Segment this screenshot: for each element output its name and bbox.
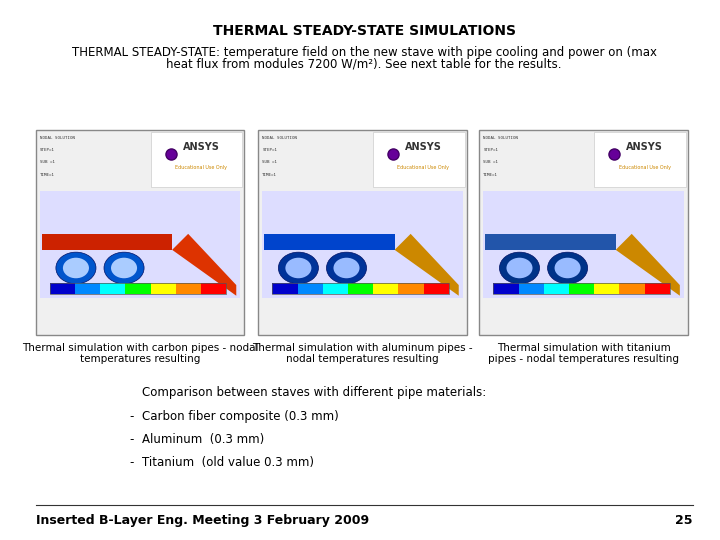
FancyBboxPatch shape — [272, 283, 297, 294]
Text: Aluminum  (0.3 mm): Aluminum (0.3 mm) — [142, 433, 264, 446]
Text: NODAL SOLUTION: NODAL SOLUTION — [483, 136, 518, 140]
Text: ANSYS: ANSYS — [626, 142, 663, 152]
Circle shape — [56, 252, 96, 284]
Text: NODAL SOLUTION: NODAL SOLUTION — [262, 136, 297, 140]
FancyBboxPatch shape — [36, 130, 245, 335]
FancyBboxPatch shape — [40, 191, 240, 298]
Polygon shape — [172, 234, 236, 296]
Circle shape — [285, 258, 312, 278]
Text: TIME=1: TIME=1 — [262, 173, 277, 177]
Text: THERMAL STEADY-STATE: temperature field on the new stave with pipe cooling and p: THERMAL STEADY-STATE: temperature field … — [72, 46, 657, 59]
Circle shape — [326, 252, 366, 284]
Circle shape — [500, 252, 539, 284]
Text: SUB =1: SUB =1 — [40, 160, 55, 164]
Text: Thermal simulation with titanium
pipes - nodal temperatures resulting: Thermal simulation with titanium pipes -… — [488, 343, 679, 364]
FancyBboxPatch shape — [176, 283, 201, 294]
Text: SUB =1: SUB =1 — [483, 160, 498, 164]
FancyBboxPatch shape — [75, 283, 100, 294]
Circle shape — [554, 258, 580, 278]
Text: ANSYS: ANSYS — [183, 142, 220, 152]
Text: -: - — [130, 410, 134, 423]
Circle shape — [547, 252, 588, 284]
FancyBboxPatch shape — [264, 234, 395, 250]
Text: STEP=1: STEP=1 — [262, 148, 277, 152]
FancyBboxPatch shape — [348, 283, 373, 294]
FancyBboxPatch shape — [594, 132, 686, 187]
FancyBboxPatch shape — [373, 283, 398, 294]
FancyBboxPatch shape — [619, 283, 644, 294]
Circle shape — [279, 252, 318, 284]
Circle shape — [104, 252, 144, 284]
FancyBboxPatch shape — [297, 283, 323, 294]
Text: -: - — [130, 433, 134, 446]
Text: Carbon fiber composite (0.3 mm): Carbon fiber composite (0.3 mm) — [142, 410, 338, 423]
Circle shape — [63, 258, 89, 278]
Text: Educational Use Only: Educational Use Only — [397, 165, 449, 170]
Text: Educational Use Only: Educational Use Only — [618, 165, 670, 170]
Text: 25: 25 — [675, 514, 693, 527]
FancyBboxPatch shape — [100, 283, 125, 294]
FancyBboxPatch shape — [485, 234, 616, 250]
FancyBboxPatch shape — [518, 283, 544, 294]
Text: STEP=1: STEP=1 — [40, 148, 55, 152]
FancyBboxPatch shape — [42, 234, 172, 250]
Text: THERMAL STEADY-STATE SIMULATIONS: THERMAL STEADY-STATE SIMULATIONS — [212, 24, 516, 38]
FancyBboxPatch shape — [323, 283, 348, 294]
Text: Titanium  (old value 0.3 mm): Titanium (old value 0.3 mm) — [142, 456, 314, 469]
Circle shape — [111, 258, 137, 278]
Polygon shape — [616, 234, 680, 296]
FancyBboxPatch shape — [493, 283, 518, 294]
FancyBboxPatch shape — [569, 283, 594, 294]
FancyBboxPatch shape — [258, 130, 467, 335]
Text: Inserted B-Layer Eng. Meeting 3 February 2009: Inserted B-Layer Eng. Meeting 3 February… — [36, 514, 369, 527]
FancyBboxPatch shape — [50, 283, 75, 294]
Text: ANSYS: ANSYS — [405, 142, 442, 152]
Text: -: - — [130, 456, 134, 469]
Text: TIME=1: TIME=1 — [40, 173, 55, 177]
FancyBboxPatch shape — [594, 283, 619, 294]
FancyBboxPatch shape — [480, 130, 688, 335]
FancyBboxPatch shape — [150, 132, 243, 187]
FancyBboxPatch shape — [398, 283, 423, 294]
Circle shape — [333, 258, 359, 278]
FancyBboxPatch shape — [150, 283, 176, 294]
FancyBboxPatch shape — [201, 283, 226, 294]
Polygon shape — [395, 234, 459, 296]
Text: heat flux from modules 7200 W/m²). See next table for the results.: heat flux from modules 7200 W/m²). See n… — [166, 58, 562, 71]
Text: NODAL SOLUTION: NODAL SOLUTION — [40, 136, 75, 140]
FancyBboxPatch shape — [125, 283, 150, 294]
Text: STEP=1: STEP=1 — [483, 148, 498, 152]
FancyBboxPatch shape — [373, 132, 465, 187]
FancyBboxPatch shape — [262, 191, 463, 298]
Text: Educational Use Only: Educational Use Only — [175, 165, 227, 170]
FancyBboxPatch shape — [644, 283, 670, 294]
Text: Comparison between staves with different pipe materials:: Comparison between staves with different… — [142, 386, 486, 399]
Text: SUB =1: SUB =1 — [262, 160, 277, 164]
FancyBboxPatch shape — [423, 283, 449, 294]
Text: Thermal simulation with carbon pipes - nodal
temperatures resulting: Thermal simulation with carbon pipes - n… — [22, 343, 258, 364]
Text: Thermal simulation with aluminum pipes -
nodal temperatures resulting: Thermal simulation with aluminum pipes -… — [252, 343, 473, 364]
FancyBboxPatch shape — [544, 283, 569, 294]
Circle shape — [506, 258, 533, 278]
Text: TIME=1: TIME=1 — [483, 173, 498, 177]
FancyBboxPatch shape — [483, 191, 684, 298]
